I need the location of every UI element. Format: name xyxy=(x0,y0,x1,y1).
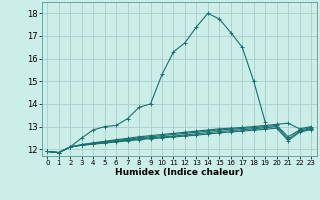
X-axis label: Humidex (Indice chaleur): Humidex (Indice chaleur) xyxy=(115,168,244,177)
